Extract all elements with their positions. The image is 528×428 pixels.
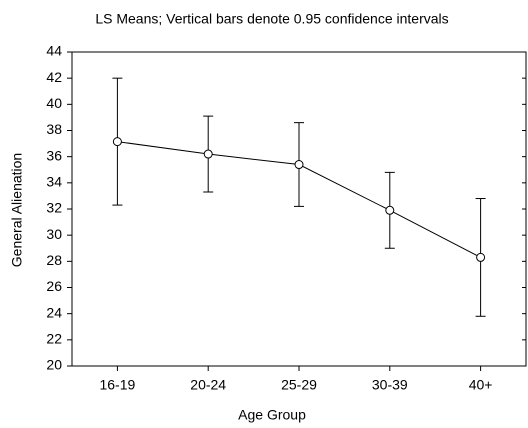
x-tick-label: 20-24: [190, 377, 226, 393]
y-tick-label: 22: [46, 331, 62, 347]
plot-frame: [71, 51, 527, 367]
y-tick-label: 24: [46, 304, 62, 320]
x-axis-label: Age Group: [238, 407, 306, 423]
x-tick-label: 40+: [469, 377, 493, 393]
chart-title: LS Means; Vertical bars denote 0.95 conf…: [95, 11, 448, 27]
y-tick-label: 42: [46, 69, 62, 85]
y-tick-label: 40: [46, 95, 62, 111]
point: [385, 205, 395, 215]
y-tick-label: 20: [46, 357, 62, 373]
y-tick-label: 26: [46, 278, 62, 294]
y-tick-label: 38: [46, 121, 62, 137]
y-tick-label: 28: [46, 252, 62, 268]
y-tick-label: 36: [46, 147, 62, 163]
point: [294, 160, 304, 170]
point: [203, 149, 213, 159]
y-tick-label: 34: [46, 174, 62, 190]
y-tick-label: 30: [46, 226, 62, 242]
y-tick-label: 44: [46, 43, 62, 59]
y-axis-label: General Alienation: [9, 153, 25, 267]
point: [112, 137, 122, 147]
y-tick-label: 32: [46, 200, 62, 216]
point: [476, 252, 486, 262]
x-tick-label: 30-39: [372, 377, 408, 393]
x-tick-label: 16-19: [99, 377, 135, 393]
x-tick-label: 25-29: [281, 377, 317, 393]
